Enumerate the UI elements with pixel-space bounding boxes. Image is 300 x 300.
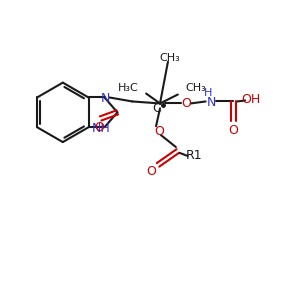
Text: O: O [146, 165, 156, 178]
Text: CH₃: CH₃ [185, 82, 206, 93]
Text: O: O [228, 124, 238, 137]
Text: N: N [101, 92, 110, 105]
Text: H₃C: H₃C [118, 82, 139, 93]
Text: O: O [154, 125, 164, 138]
Text: H: H [203, 88, 212, 98]
Text: N: N [207, 96, 216, 109]
Text: C: C [153, 102, 161, 115]
Text: NH: NH [92, 122, 111, 135]
Text: R1: R1 [185, 149, 202, 162]
Text: O: O [181, 97, 191, 110]
Text: OH: OH [242, 93, 261, 106]
Text: CH₃: CH₃ [160, 53, 180, 63]
Text: O: O [95, 121, 105, 134]
